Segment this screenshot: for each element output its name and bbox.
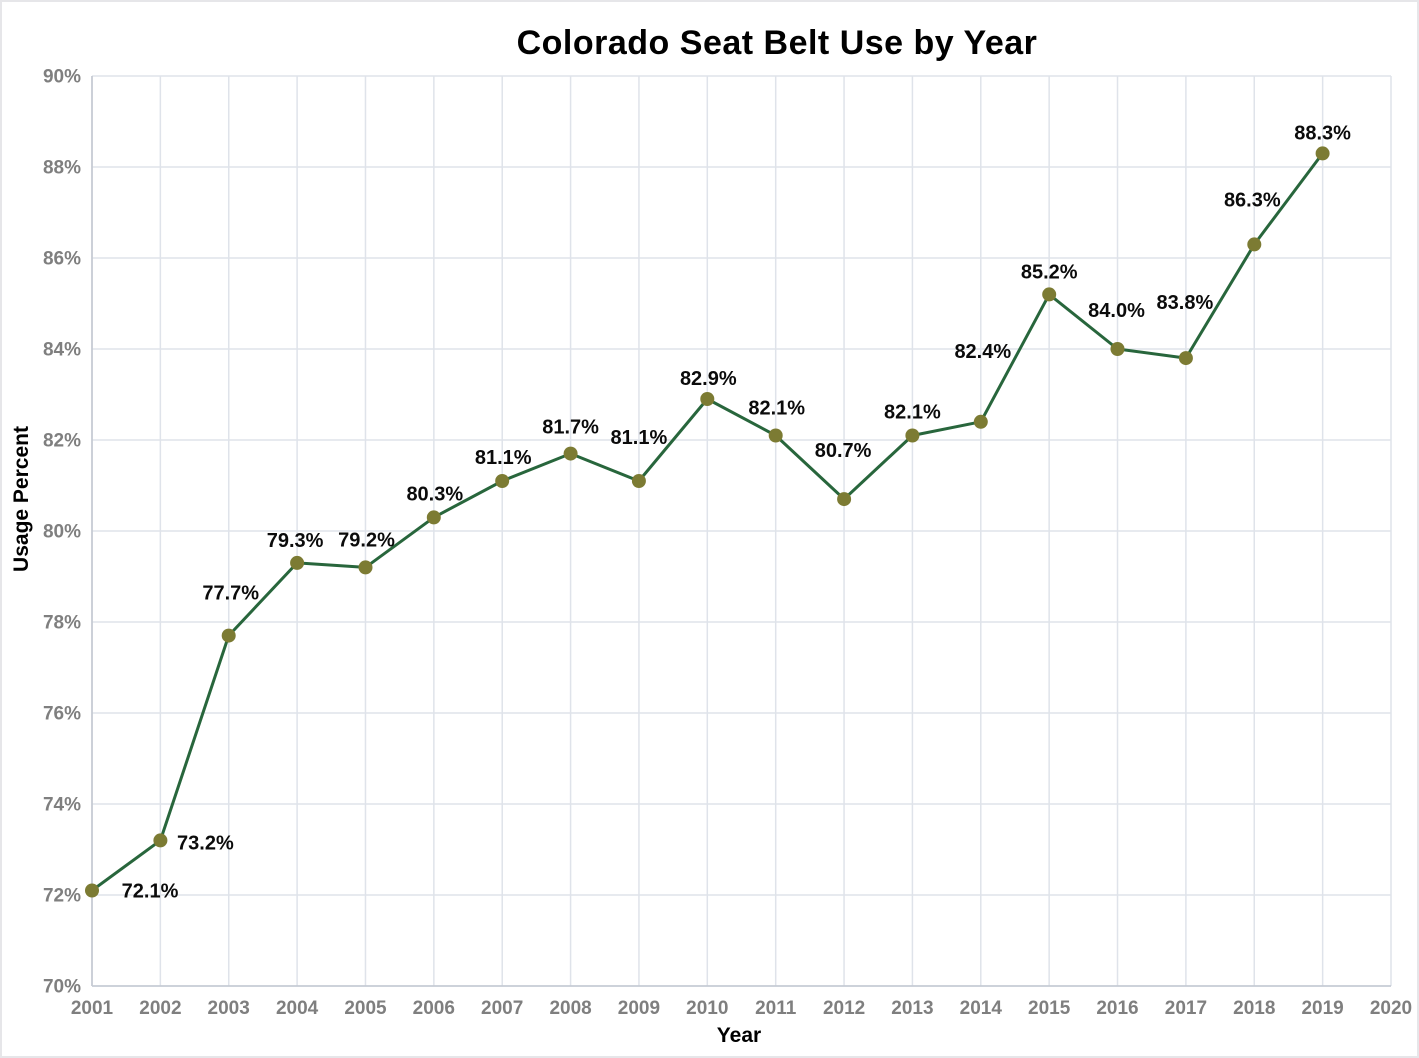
data-point-label: 82.1% bbox=[748, 398, 805, 420]
data-point-label: 80.3% bbox=[406, 483, 463, 505]
x-tick-label: 2017 bbox=[1165, 998, 1207, 1019]
data-point bbox=[700, 392, 715, 406]
y-tick-label: 84% bbox=[43, 340, 81, 361]
x-tick-label: 2007 bbox=[481, 998, 523, 1019]
data-point-label: 81.7% bbox=[542, 417, 599, 439]
y-tick-label: 70% bbox=[43, 977, 81, 998]
data-point bbox=[290, 555, 305, 570]
x-tick-label: 2005 bbox=[344, 998, 387, 1019]
y-tick-label: 78% bbox=[43, 613, 81, 634]
data-point-label: 81.1% bbox=[475, 447, 532, 469]
data-point-label: 84.0% bbox=[1088, 300, 1145, 322]
y-tick-label: 88% bbox=[43, 158, 81, 179]
y-tick-label: 72% bbox=[43, 886, 81, 907]
data-point bbox=[153, 833, 168, 848]
data-point bbox=[495, 474, 510, 488]
data-point bbox=[631, 474, 646, 488]
data-point bbox=[905, 428, 920, 443]
data-point-label: 86.3% bbox=[1224, 189, 1281, 211]
data-point bbox=[563, 446, 578, 461]
data-point-label: 81.1% bbox=[611, 427, 668, 449]
data-point bbox=[973, 414, 988, 429]
y-tick-label: 80% bbox=[43, 522, 81, 543]
data-point bbox=[837, 492, 852, 507]
data-point-label: 80.7% bbox=[815, 440, 872, 462]
data-point bbox=[358, 560, 373, 575]
x-tick-label: 2006 bbox=[413, 998, 455, 1019]
data-point bbox=[1247, 237, 1262, 252]
x-tick-label: 2010 bbox=[686, 998, 728, 1019]
data-point bbox=[1042, 287, 1057, 302]
x-tick-label: 2008 bbox=[549, 998, 591, 1019]
data-point bbox=[1110, 342, 1125, 356]
data-point-label: 82.4% bbox=[954, 341, 1011, 363]
y-tick-label: 76% bbox=[43, 704, 81, 725]
data-point-label: 82.9% bbox=[680, 368, 737, 390]
data-point-label: 88.3% bbox=[1294, 122, 1351, 144]
x-tick-label: 2003 bbox=[208, 998, 250, 1019]
x-tick-label: 2019 bbox=[1301, 998, 1343, 1019]
data-point bbox=[85, 883, 99, 898]
x-tick-label: 2016 bbox=[1096, 998, 1138, 1019]
x-tick-label: 2013 bbox=[891, 998, 933, 1019]
data-point bbox=[1315, 146, 1330, 161]
data-point-label: 85.2% bbox=[1021, 261, 1078, 283]
data-point-label: 82.1% bbox=[884, 402, 941, 424]
data-point bbox=[426, 510, 441, 525]
x-tick-label: 2020 bbox=[1370, 998, 1412, 1019]
y-tick-label: 82% bbox=[43, 431, 81, 452]
y-tick-label: 86% bbox=[43, 249, 81, 270]
y-tick-label: 74% bbox=[43, 795, 81, 816]
x-tick-label: 2011 bbox=[755, 998, 797, 1019]
x-tick-label: 2001 bbox=[71, 998, 114, 1019]
x-tick-label: 2018 bbox=[1233, 998, 1275, 1019]
data-point-label: 77.7% bbox=[202, 583, 259, 605]
x-tick-label: 2009 bbox=[618, 998, 660, 1019]
data-point-label: 73.2% bbox=[177, 832, 234, 854]
x-tick-label: 2014 bbox=[960, 998, 1003, 1019]
data-point-label: 72.1% bbox=[122, 881, 179, 903]
data-point-label: 79.2% bbox=[338, 529, 395, 551]
x-tick-label: 2004 bbox=[276, 998, 319, 1019]
chart-title: Colorado Seat Belt Use by Year bbox=[516, 24, 1038, 62]
x-axis-title: Year bbox=[716, 1024, 762, 1047]
x-tick-label: 2012 bbox=[823, 998, 865, 1019]
y-tick-label: 90% bbox=[43, 67, 81, 88]
data-point-label: 83.8% bbox=[1157, 292, 1214, 314]
data-point bbox=[221, 628, 236, 643]
data-point bbox=[1178, 351, 1193, 366]
data-point-label: 79.3% bbox=[267, 530, 324, 552]
x-tick-label: 2015 bbox=[1028, 998, 1071, 1019]
x-tick-label: 2002 bbox=[139, 998, 181, 1019]
data-point bbox=[768, 428, 783, 443]
